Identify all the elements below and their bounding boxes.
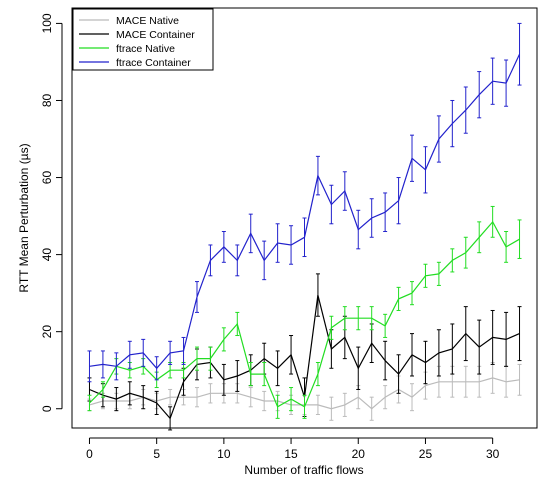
series-line-ftrace-container [89, 53, 521, 370]
legend-label: ftrace Container [116, 57, 191, 69]
x-tick-label: 25 [419, 447, 433, 461]
series-line-ftrace-native [89, 220, 520, 408]
x-tick-label: 15 [284, 447, 298, 461]
x-tick-label: 5 [153, 447, 160, 461]
series-layer [87, 22, 522, 431]
y-tick-label: 40 [40, 248, 54, 262]
y-tick-label: 0 [40, 405, 54, 412]
series-ftrace-native [87, 205, 522, 419]
x-tick-label: 30 [486, 447, 500, 461]
legend-label: MACE Native [116, 15, 179, 27]
x-tick-label: 20 [352, 447, 366, 461]
legend: MACE Native MACE Container ftrace Native ft… [72, 8, 214, 71]
x-axis: 0 5 10 15 20 25 30 [86, 437, 500, 461]
legend-label: MACE Container [116, 29, 195, 41]
y-tick-label: 20 [40, 325, 54, 339]
y-tick-label: 100 [40, 13, 54, 33]
y-tick-label: 60 [40, 171, 54, 185]
plot-frame [71, 7, 538, 429]
series-ftrace-container [87, 22, 522, 383]
legend-label: ftrace Native [116, 43, 175, 55]
legend-box [72, 8, 214, 71]
x-tick-label: 0 [86, 447, 93, 461]
x-tick-label: 10 [217, 447, 231, 461]
x-axis-label: Number of traffic flows [244, 463, 363, 477]
y-axis-label: RTT Mean Perturbation (µs) [17, 143, 31, 292]
y-tick-label: 80 [40, 93, 54, 107]
y-axis: 0 20 40 60 80 100 [40, 13, 63, 412]
